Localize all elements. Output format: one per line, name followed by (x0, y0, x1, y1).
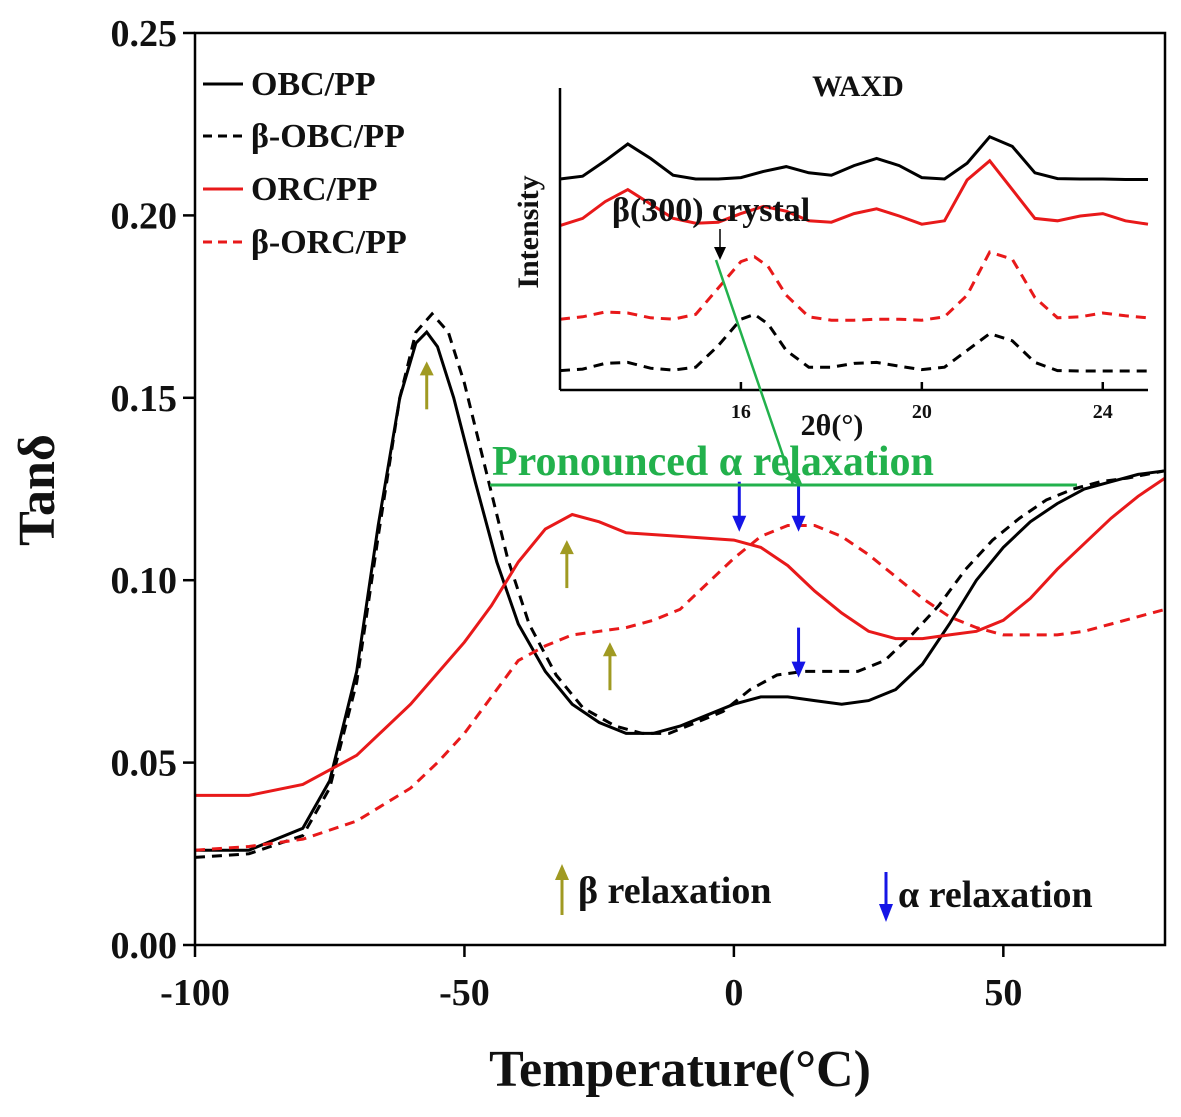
series-line-beta-obc-pp (194, 311, 1166, 859)
inset-x-tick-label: 16 (731, 401, 751, 423)
legend-label-orc-pp: ORC/PP (251, 171, 378, 208)
green-connector-arrow (714, 259, 795, 486)
x-tick-label: 50 (984, 972, 1022, 1014)
inset-x-tick-label: 20 (912, 401, 932, 423)
inset-y-axis-title: Intensity (512, 175, 545, 288)
inset-title: WAXD (812, 70, 904, 103)
beta-arrow-icon (555, 864, 569, 915)
legend: OBC/PP β-OBC/PP ORC/PP β-ORC/PP (203, 66, 407, 261)
series-line-beta-orc-pp (194, 524, 1166, 852)
waxd-curve-beta-obc-pp (559, 312, 1148, 373)
x-axis-title: Temperature(°C) (489, 1041, 871, 1098)
legend-label-obc-pp: OBC/PP (251, 66, 376, 103)
relaxation-markers (419, 361, 806, 691)
alpha-relaxation-marker (791, 627, 806, 678)
legend-label-beta-obc-pp: β-OBC/PP (251, 118, 405, 155)
series-line-orc-pp (195, 476, 1166, 797)
alpha-arrow-icon (879, 872, 893, 922)
alpha-relaxation-marker (791, 481, 806, 532)
y-tick-label: 0.05 (111, 743, 178, 785)
y-tick-label: 0.00 (111, 925, 178, 967)
pronounced-alpha-label: Pronounced α relaxation (492, 439, 934, 485)
main-plot: -100 -50 0 50 0.00 0.05 0.10 0.15 0.20 0.25 (111, 13, 1167, 1014)
y-tick-label: 0.15 (111, 378, 178, 420)
alpha-relaxation-label: α relaxation (898, 874, 1093, 916)
pronounced-alpha-annotation: Pronounced α relaxation (490, 259, 1077, 487)
waxd-curve-beta-orc-pp (559, 250, 1149, 322)
beta-relaxation-marker (602, 642, 617, 691)
y-tick-label: 0.10 (111, 560, 178, 602)
inset-tick-layer: 16 20 24 (731, 382, 1113, 423)
crystal-pointer-arrow (714, 229, 726, 260)
waxd-curve-obc-pp (559, 134, 1148, 181)
y-tick-label: 0.25 (111, 13, 178, 55)
plot-frame (193, 31, 1167, 947)
series-layer (194, 311, 1166, 859)
beta-relaxation-marker (559, 540, 574, 589)
alpha-relaxation-marker (732, 481, 747, 532)
inset-x-tick-label: 24 (1093, 401, 1113, 423)
waxd-curve-orc-pp (559, 158, 1149, 228)
beta-relaxation-label: β relaxation (578, 870, 771, 912)
legend-label-beta-orc-pp: β-ORC/PP (251, 224, 407, 261)
inset-x-axis-title: 2θ(°) (801, 409, 864, 442)
beta-relaxation-marker (419, 361, 434, 410)
x-tick-label: -100 (160, 972, 230, 1014)
y-axis-title: Tanδ (9, 434, 66, 546)
tick-layer: -100 -50 0 50 0.00 0.05 0.10 0.15 0.20 0.25 (111, 13, 1023, 1014)
series-line-obc-pp (195, 329, 1166, 852)
inset-series-layer (559, 134, 1149, 373)
relaxation-key: β relaxation α relaxation (555, 864, 1093, 922)
waxd-inset: 16 20 24 WAXD Intensity 2θ(°) β(300) cryst… (512, 70, 1149, 442)
x-tick-label: 0 (724, 972, 743, 1014)
y-tick-label: 0.20 (111, 195, 178, 237)
green-arrow-head (785, 470, 803, 486)
x-tick-label: -50 (439, 972, 490, 1014)
beta-300-crystal-label: β(300) crystal (612, 192, 810, 229)
